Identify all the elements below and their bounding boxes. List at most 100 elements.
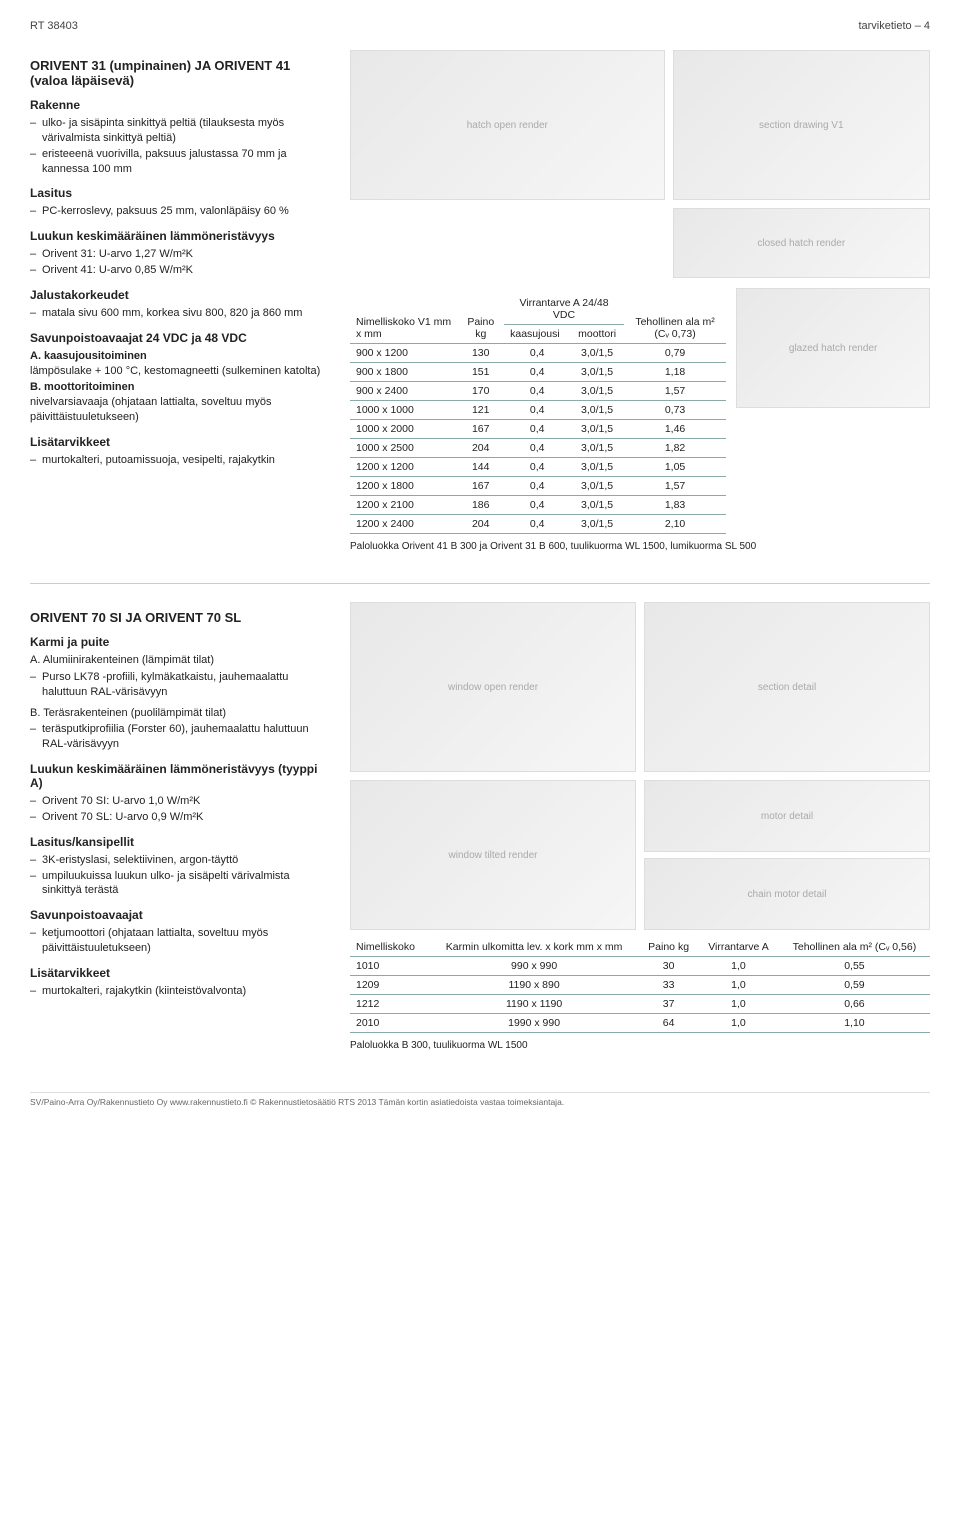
th-area2: Tehollinen ala m² (Cᵥ 0,56) — [779, 938, 930, 957]
section2-table: Nimelliskoko Karmin ulkomitta lev. x kor… — [350, 938, 930, 1033]
savun-b: B. moottoritoiminen nivelvarsiavaaja (oh… — [30, 380, 330, 425]
table-row: 1000 x 25002040,43,0/1,51,82 — [350, 439, 726, 458]
table-cell: 3,0/1,5 — [570, 477, 624, 496]
table-cell: 64 — [639, 1014, 698, 1033]
table-row: 1000 x 10001210,43,0/1,50,73 — [350, 401, 726, 420]
table-cell: 1,82 — [624, 439, 726, 458]
table-cell: 1,05 — [624, 458, 726, 477]
savun-heading: Savunpoistoavaajat 24 VDC ja 48 VDC — [30, 331, 330, 345]
table-cell: 1,46 — [624, 420, 726, 439]
table-cell: 900 x 1800 — [350, 363, 457, 382]
lisa2-heading: Lisätarvikkeet — [30, 966, 330, 980]
list-item: Orivent 70 SI: U-arvo 1,0 W/m²K — [30, 794, 330, 809]
table-cell: 2010 — [350, 1014, 429, 1033]
figure-hatch-glazed: glazed hatch render — [736, 288, 930, 408]
table-cell: 0,79 — [624, 344, 726, 363]
table-cell: 144 — [457, 458, 504, 477]
table-cell: 37 — [639, 995, 698, 1014]
table-cell: 0,66 — [779, 995, 930, 1014]
section1-text-column: ORIVENT 31 (umpinainen) JA ORIVENT 41 (v… — [30, 50, 330, 553]
th-weight2: Paino kg — [639, 938, 698, 957]
savun2-heading: Savunpoistoavaajat — [30, 908, 330, 922]
th-frame: Karmin ulkomitta lev. x kork mm x mm — [429, 938, 639, 957]
section2-right-column: window open render section detail window… — [350, 602, 930, 1052]
table-cell: 1200 x 1200 — [350, 458, 457, 477]
table-cell: 1000 x 1000 — [350, 401, 457, 420]
th-size2: Nimelliskoko — [350, 938, 429, 957]
list-item: Orivent 41: U-arvo 0,85 W/m²K — [30, 263, 330, 278]
table-cell: 0,4 — [504, 382, 570, 401]
figure-window-open: window open render — [350, 602, 636, 772]
karmi-a-list: Purso LK78 -profiili, kylmäkatkaistu, ja… — [30, 670, 330, 700]
table-cell: 1200 x 2400 — [350, 515, 457, 534]
page-footer: SV/Paino-Arra Oy/Rakennustieto Oy www.ra… — [30, 1092, 930, 1107]
list-item: eristeeenä vuorivilla, paksuus jalustass… — [30, 147, 330, 177]
lasitus2-list: 3K-eristyslasi, selektiivinen, argon-täy… — [30, 853, 330, 899]
table-cell: 1990 x 990 — [429, 1014, 639, 1033]
section-orivent-31-41: ORIVENT 31 (umpinainen) JA ORIVENT 41 (v… — [30, 50, 930, 553]
table-cell: 0,4 — [504, 496, 570, 515]
table-row: 12091190 x 890331,00,59 — [350, 976, 930, 995]
table-cell: 3,0/1,5 — [570, 439, 624, 458]
karmi-b-label: B. Teräsrakenteinen (puolilämpimät tilat… — [30, 706, 330, 721]
table-cell: 170 — [457, 382, 504, 401]
rakenne-heading: Rakenne — [30, 98, 330, 112]
lammon2-heading: Luukun keskimääräinen lämmöneristävyys (… — [30, 762, 330, 790]
th-kaasujousi: kaasujousi — [504, 325, 570, 344]
table-cell: 0,73 — [624, 401, 726, 420]
table-cell: 1190 x 1190 — [429, 995, 639, 1014]
section1-right-column: hatch open render section drawing V1 clo… — [350, 50, 930, 553]
jalusta-list: matala sivu 600 mm, korkea sivu 800, 820… — [30, 306, 330, 321]
list-item: teräsputkiprofiilia (Forster 60), jauhem… — [30, 722, 330, 752]
table-cell: 0,59 — [779, 976, 930, 995]
th-area: Tehollinen ala m² (Cᵥ 0,73) — [624, 294, 726, 344]
table-cell: 1010 — [350, 957, 429, 976]
table-cell: 1000 x 2500 — [350, 439, 457, 458]
table-cell: 3,0/1,5 — [570, 382, 624, 401]
list-item: ulko- ja sisäpinta sinkittyä peltiä (til… — [30, 116, 330, 146]
table-cell: 0,4 — [504, 363, 570, 382]
table-cell: 3,0/1,5 — [570, 420, 624, 439]
section-orivent-70: ORIVENT 70 SI JA ORIVENT 70 SL Karmi ja … — [30, 602, 930, 1052]
section-separator — [30, 583, 930, 584]
list-item: Purso LK78 -profiili, kylmäkatkaistu, ja… — [30, 670, 330, 700]
table-row: 1000 x 20001670,43,0/1,51,46 — [350, 420, 726, 439]
table-cell: 3,0/1,5 — [570, 401, 624, 420]
savun-a-text: lämpösulake + 100 °C, kestomagneetti (su… — [30, 365, 320, 377]
figure-hatch-closed: closed hatch render — [673, 208, 930, 278]
table-cell: 1,10 — [779, 1014, 930, 1033]
table-cell: 900 x 2400 — [350, 382, 457, 401]
table-cell: 0,4 — [504, 344, 570, 363]
section1-table: Nimelliskoko V1 mm x mm Paino kg Virrant… — [350, 294, 726, 534]
page-header: RT 38403 tarviketieto – 4 — [30, 20, 930, 32]
table-cell: 0,4 — [504, 515, 570, 534]
table-cell: 1190 x 890 — [429, 976, 639, 995]
savun-b-text: nivelvarsiavaaja (ohjataan lattialta, so… — [30, 396, 272, 423]
table-row: 900 x 12001300,43,0/1,50,79 — [350, 344, 726, 363]
table-cell: 0,4 — [504, 458, 570, 477]
section1-table-caption: Paloluokka Orivent 41 B 300 ja Orivent 3… — [350, 540, 930, 553]
figure-hatch-open: hatch open render — [350, 50, 665, 200]
karmi-heading: Karmi ja puite — [30, 635, 330, 649]
lasitus-heading: Lasitus — [30, 186, 330, 200]
table-cell: 0,4 — [504, 401, 570, 420]
th-weight: Paino kg — [457, 294, 504, 344]
table-cell: 121 — [457, 401, 504, 420]
table-cell: 0,4 — [504, 477, 570, 496]
list-item: matala sivu 600 mm, korkea sivu 800, 820… — [30, 306, 330, 321]
table-cell: 204 — [457, 515, 504, 534]
table-cell: 1,0 — [698, 1014, 779, 1033]
jalusta-heading: Jalustakorkeudet — [30, 288, 330, 302]
figure-window-tilted: window tilted render — [350, 780, 636, 930]
section2-table-caption: Paloluokka B 300, tuulikuorma WL 1500 — [350, 1039, 930, 1052]
th-current2: Virrantarve A — [698, 938, 779, 957]
section2-title: ORIVENT 70 SI JA ORIVENT 70 SL — [30, 610, 330, 625]
table-cell: 1,83 — [624, 496, 726, 515]
table-row: 900 x 24001700,43,0/1,51,57 — [350, 382, 726, 401]
table-cell: 151 — [457, 363, 504, 382]
table-cell: 3,0/1,5 — [570, 363, 624, 382]
table-cell: 3,0/1,5 — [570, 458, 624, 477]
table-row: 20101990 x 990641,01,10 — [350, 1014, 930, 1033]
table-row: 1200 x 18001670,43,0/1,51,57 — [350, 477, 726, 496]
lammon-heading: Luukun keskimääräinen lämmöneristävyys — [30, 229, 330, 243]
